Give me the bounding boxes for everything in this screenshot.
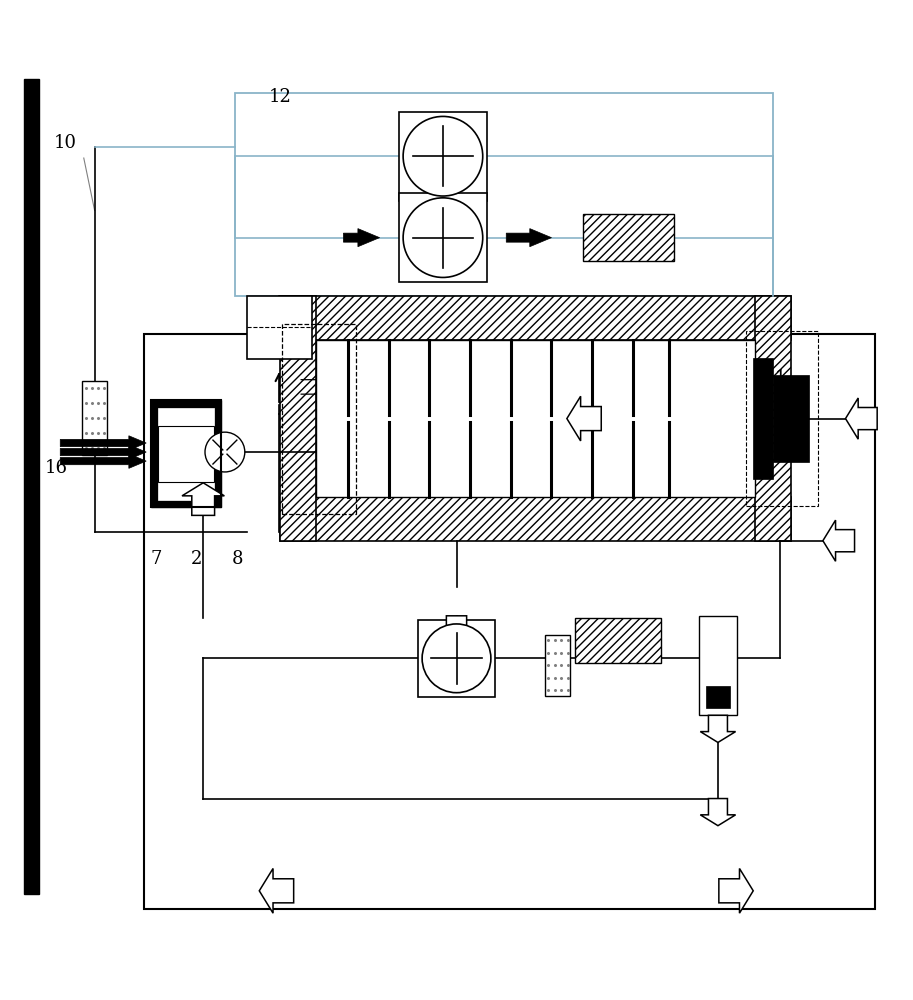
Polygon shape xyxy=(182,483,225,515)
Bar xyxy=(247,296,311,359)
Bar xyxy=(280,497,792,541)
Polygon shape xyxy=(567,396,602,441)
Bar xyxy=(282,324,356,514)
Ellipse shape xyxy=(422,624,491,693)
Bar xyxy=(706,686,729,708)
Bar xyxy=(583,214,674,261)
Text: 10: 10 xyxy=(54,134,78,152)
Bar xyxy=(82,381,108,455)
Polygon shape xyxy=(437,616,476,645)
Bar xyxy=(755,296,792,541)
Bar xyxy=(753,358,773,479)
Polygon shape xyxy=(823,520,855,561)
Bar xyxy=(399,193,488,282)
Bar xyxy=(574,618,660,663)
Polygon shape xyxy=(700,715,736,742)
Text: 12: 12 xyxy=(268,88,291,106)
Bar xyxy=(144,334,876,909)
Ellipse shape xyxy=(404,116,483,196)
Polygon shape xyxy=(719,868,753,913)
Bar xyxy=(24,79,38,894)
Bar xyxy=(280,296,316,541)
Text: 2: 2 xyxy=(191,550,203,568)
Bar xyxy=(746,331,818,506)
Text: 1: 1 xyxy=(774,369,786,387)
Bar xyxy=(418,620,495,697)
Polygon shape xyxy=(60,454,146,468)
Polygon shape xyxy=(700,799,736,826)
Bar xyxy=(235,93,773,296)
Circle shape xyxy=(205,432,245,472)
Bar xyxy=(773,375,809,462)
Bar xyxy=(158,408,214,500)
Polygon shape xyxy=(845,398,877,439)
Bar xyxy=(280,296,792,340)
Bar xyxy=(151,400,221,507)
Bar xyxy=(545,635,571,696)
Ellipse shape xyxy=(404,198,483,277)
Text: 8: 8 xyxy=(232,550,244,568)
Bar xyxy=(699,616,737,715)
Text: 7: 7 xyxy=(151,550,162,568)
Polygon shape xyxy=(506,229,551,247)
Polygon shape xyxy=(343,229,380,247)
Polygon shape xyxy=(60,445,146,459)
Bar xyxy=(316,340,755,497)
Bar xyxy=(158,426,214,482)
Text: 16: 16 xyxy=(45,459,68,477)
Bar xyxy=(399,112,488,201)
Polygon shape xyxy=(259,868,294,913)
Polygon shape xyxy=(60,436,146,450)
Bar xyxy=(151,400,221,507)
